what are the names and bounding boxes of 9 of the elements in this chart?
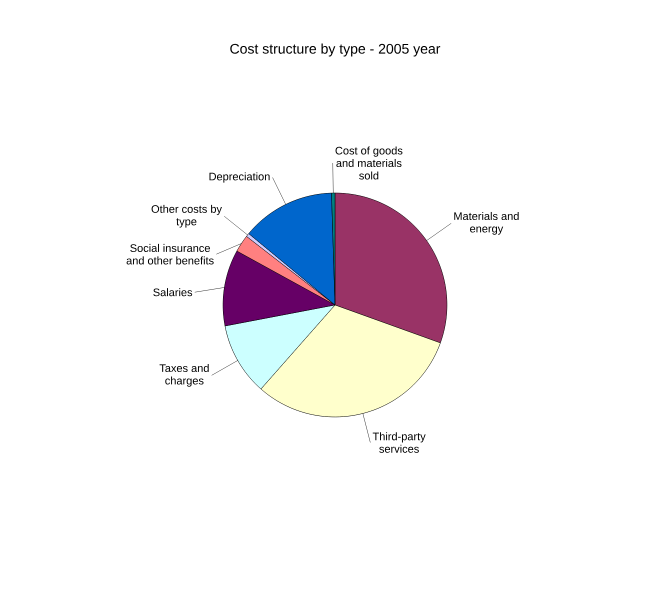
slice-label: Third-party services: [372, 432, 426, 453]
slice-label: Salaries: [153, 288, 192, 296]
chart-title: Cost structure by type - 2005 year: [230, 43, 440, 57]
slice-label: Depreciation: [209, 172, 270, 183]
slice-label: Cost of goods and materials sold: [336, 146, 402, 180]
slice-label: Other costs by type: [152, 204, 222, 228]
slice-label: Materials and energy: [454, 212, 519, 235]
slice-label: Social insurance and other benefits: [126, 244, 214, 264]
slice-label: Taxes and charges: [160, 364, 209, 387]
